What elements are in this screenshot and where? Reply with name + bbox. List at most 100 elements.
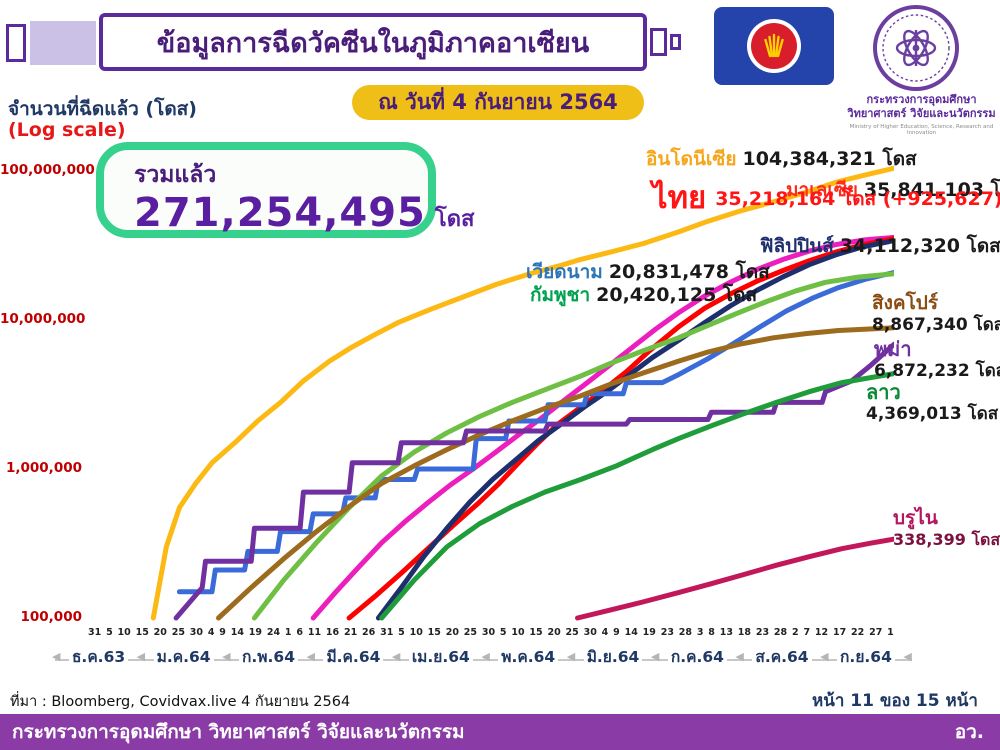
ministry-name-line2: วิทยาศาสตร์ วิจัยและนวัตกรรม — [847, 107, 996, 121]
day-tick: 30 — [189, 627, 203, 638]
ministry-seal-icon — [872, 4, 960, 92]
day-tick: 20 — [547, 627, 561, 638]
country-value-singapore: 8,867,340 โดส — [872, 314, 1000, 335]
ministry-name-line1: กระทรวงการอุดมศึกษา — [866, 93, 977, 106]
day-tick: 23 — [755, 627, 770, 638]
day-tick: 30 — [481, 627, 496, 638]
country-value-brunei: 338,399 โดส — [893, 529, 1000, 549]
country-name-malaysia: มาเลเซีย — [786, 179, 858, 201]
label-brunei: บรูไน 338,399 โดส — [893, 507, 1000, 549]
day-tick: 21 — [343, 627, 358, 638]
day-tick: 25 — [171, 627, 185, 638]
month-label: พ.ค.64 — [498, 644, 559, 669]
day-tick: 10 — [409, 627, 423, 638]
y-tick: 100,000,000 — [0, 162, 95, 178]
series-line-brunei — [575, 536, 894, 621]
label-vietnam: เวียดนาม 20,831,478 โดส — [526, 257, 770, 287]
series-line-laos — [379, 371, 894, 621]
label-indonesia: อินโดนีเซีย 104,384,321 โดส — [646, 144, 917, 174]
series-line-malaysia — [310, 234, 894, 621]
day-tick: 9 — [219, 627, 226, 638]
country-name-philippines: ฟิลิปปินส์ — [760, 235, 834, 257]
date-badge: ณ วันที่ 4 กันยายน 2564 — [352, 85, 644, 120]
day-tick: 30 — [583, 627, 597, 638]
country-value-myanmar: 6,872,232 โดส — [874, 361, 1000, 381]
source-note: ที่มา : Bloomberg, Covidvax.live 4 กันยา… — [10, 694, 351, 710]
footer-bar: กระทรวงการอุดมศึกษา วิทยาศาสตร์ วิจัยและ… — [0, 714, 1000, 750]
day-tick: 28 — [678, 627, 692, 638]
day-tick: 11 — [307, 627, 322, 638]
day-tick: 5 — [398, 627, 405, 638]
country-value-malaysia: 35,841,103 โดส — [863, 179, 1000, 201]
series-line-indonesia — [150, 165, 894, 621]
day-tick: 4 — [207, 627, 215, 638]
day-tick: 20 — [445, 627, 459, 638]
day-tick: 17 — [832, 627, 847, 638]
month-label: ม.ค.64 — [153, 644, 214, 669]
axis-arrow-icon: ◀ — [391, 650, 401, 663]
month-label: ก.พ.64 — [239, 644, 298, 669]
country-value-laos: 4,369,013 โดส — [866, 404, 999, 424]
day-tick: 26 — [362, 627, 376, 638]
series-line-myanmar — [173, 341, 894, 621]
label-laos: ลาว 4,369,013 โดส — [866, 380, 998, 424]
day-tick: 8 — [708, 627, 715, 638]
country-name-myanmar: พม่า — [874, 337, 912, 361]
day-tick: 9 — [613, 627, 620, 638]
total-line: 271,254,495 โดส — [134, 190, 474, 236]
day-tick: 31 — [88, 627, 102, 638]
day-tick: 20 — [153, 627, 167, 638]
series-line-singapore — [216, 325, 894, 621]
day-tick: 25 — [463, 627, 478, 638]
x-axis-month-labels: ◀ ธ.ค.63 ◀ ม.ค.64 ◀ ก.พ.64 ◀ มี.ค.64 ◀ เม.ย.64 ◀ พ.… — [52, 644, 912, 669]
month-label: มิ.ย.64 — [583, 644, 643, 669]
day-tick: 27 — [869, 627, 883, 638]
page-title: ข้อมูลการฉีดวัคซีนในภูมิภาคอาเซียน — [156, 27, 590, 59]
syringe-plunger-shape — [30, 21, 96, 65]
country-value-vietnam: 20,831,478 โดส — [608, 261, 770, 283]
day-tick: 19 — [248, 627, 263, 638]
country-name-thailand: ไทย — [652, 180, 707, 216]
page-title-banner: ข้อมูลการฉีดวัคซีนในภูมิภาคอาเซียน — [99, 13, 647, 71]
month-label: ก.ค.64 — [667, 644, 727, 669]
axis-arrow-icon: ◀ — [222, 650, 231, 663]
day-tick: 15 — [135, 627, 149, 638]
day-tick: 15 — [427, 627, 441, 638]
label-singapore: สิงคโปร์ 8,867,340 โดส — [872, 292, 1000, 335]
country-value-thailand: 35,218,164 โดส (+925,627) — [715, 188, 1000, 210]
syringe-tip-shape — [650, 28, 667, 56]
day-tick: 1 — [284, 627, 292, 638]
label-philippines: ฟิลิปปินส์ 34,112,320 โดส — [760, 231, 1000, 261]
total-value: 271,254,495 — [134, 190, 426, 236]
day-tick: 31 — [380, 627, 394, 638]
day-tick: 15 — [529, 627, 543, 638]
day-tick: 3 — [696, 627, 704, 638]
total-doses-box: รวมแล้ว 271,254,495 โดส — [96, 142, 474, 238]
day-tick: 10 — [117, 627, 131, 638]
day-tick: 19 — [642, 627, 656, 638]
day-tick: 7 — [803, 627, 811, 638]
country-name-indonesia: อินโดนีเซีย — [646, 148, 737, 170]
series-line-cambodia — [251, 271, 894, 621]
axis-arrow-icon: ◀ — [650, 650, 660, 663]
y-axis-title: จำนวนที่ฉีดแล้ว (โดส) — [8, 98, 197, 120]
series-line-vietnam — [176, 270, 894, 595]
footer-ministry: กระทรวงการอุดมศึกษา วิทยาศาสตร์ วิจัยและ… — [12, 721, 465, 743]
asean-flag-icon — [714, 7, 834, 85]
day-tick: 23 — [660, 627, 674, 638]
x-axis-day-ticks: 31 5 10 15 20 25 30 4 9 14 19 24 1 6 11 16 21 26 31 5 10 15 20… — [88, 627, 894, 638]
country-name-brunei: บรูไน — [893, 507, 938, 529]
syringe-cap-shape — [6, 24, 26, 62]
day-tick: 10 — [511, 627, 525, 638]
axis-arrow-icon: ◀ — [136, 650, 146, 663]
y-tick: 100,000 — [20, 609, 83, 625]
log-scale-note: (Log scale) — [8, 119, 126, 141]
y-tick: 10,000,000 — [0, 311, 86, 327]
label-myanmar: พม่า 6,872,232 โดส — [874, 337, 1000, 381]
footer-abbr: อว. — [954, 721, 984, 743]
total-label: รวมแล้ว — [134, 162, 217, 188]
ministry-seal-svg — [873, 5, 959, 91]
country-name-singapore: สิงคโปร์ — [872, 292, 939, 314]
asean-emblem-ring — [747, 19, 801, 73]
